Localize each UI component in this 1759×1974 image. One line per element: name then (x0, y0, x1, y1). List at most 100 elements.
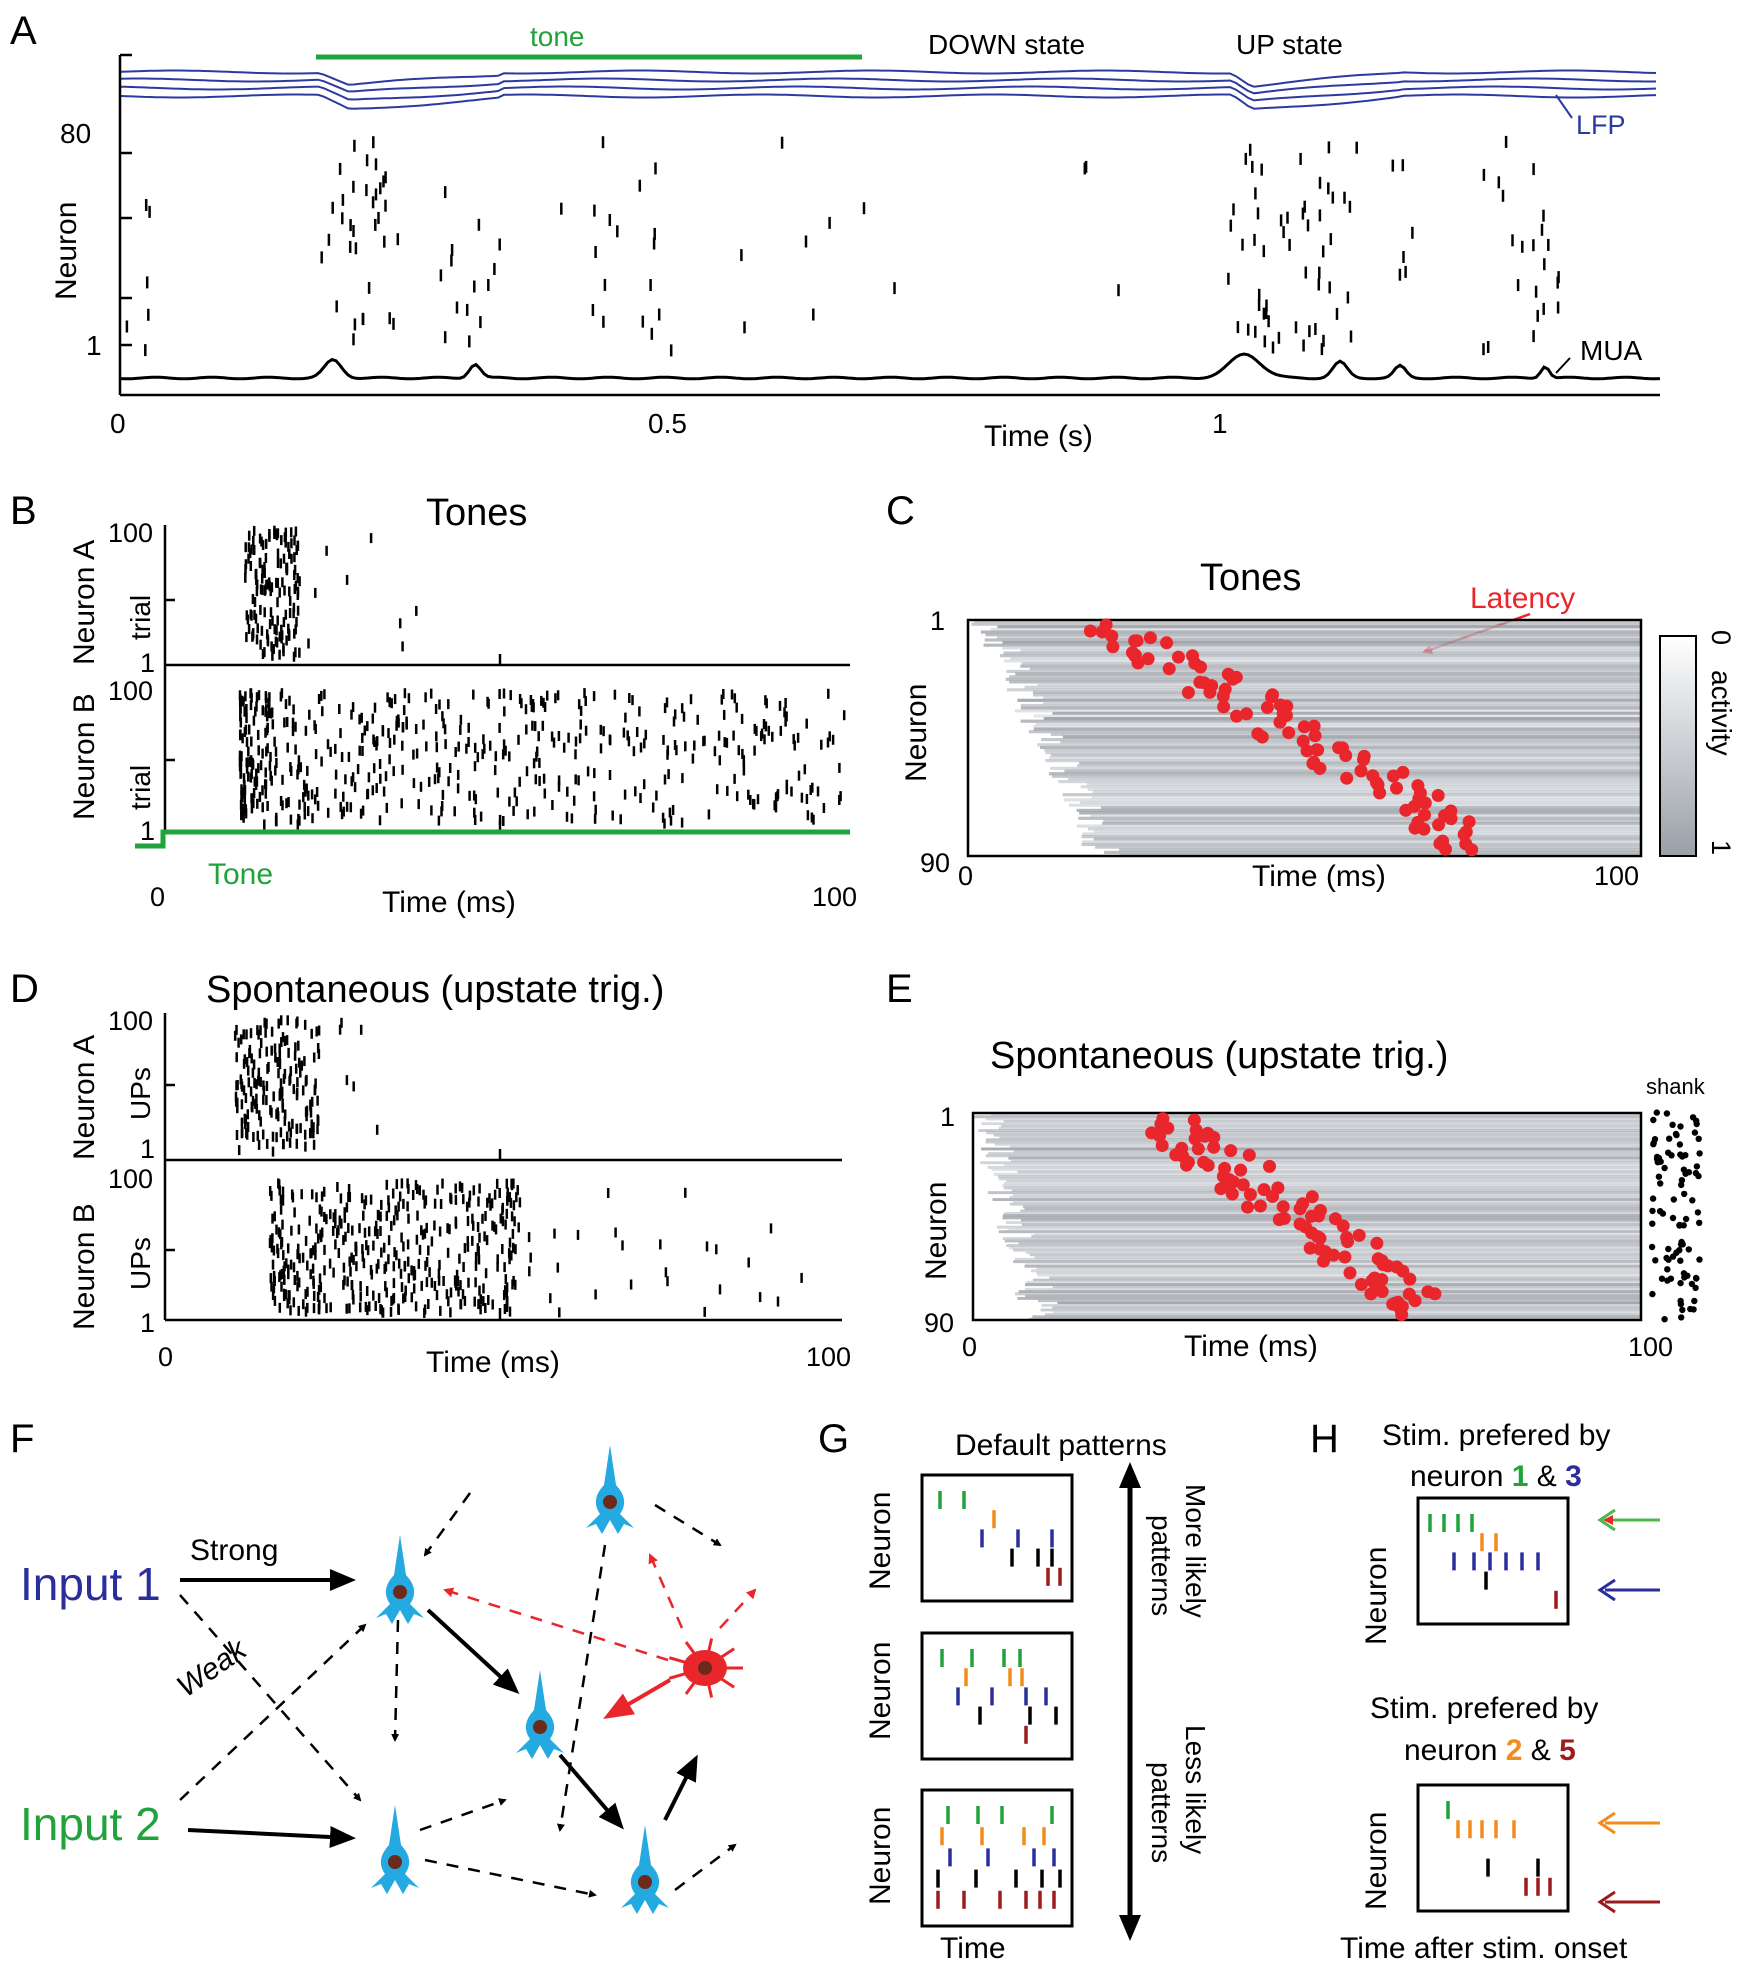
neuron-b-label: Neuron B (68, 1203, 101, 1330)
heatmap-row (1031, 1234, 1641, 1238)
heatmap-row (1010, 656, 1641, 660)
cell-body (371, 1805, 419, 1894)
heatmap-row (1076, 808, 1641, 812)
connection (424, 1858, 597, 1898)
cell-body (516, 1670, 564, 1759)
heatmap-row (1090, 814, 1641, 818)
heatmap-row (1025, 1283, 1641, 1287)
shank-dot (1669, 1214, 1677, 1222)
heatmap-row (1032, 1315, 1641, 1319)
y-bottom-label: 90 (924, 1308, 954, 1338)
panel-b-letter: B (10, 489, 37, 533)
latency-point (1207, 1130, 1221, 1144)
latency-point (1375, 1285, 1389, 1298)
tone-label: tone (530, 21, 585, 52)
latency-point (1300, 744, 1314, 758)
heatmap-row (1020, 706, 1641, 710)
panel-g-letter: G (818, 1417, 849, 1461)
shank-dot (1696, 1219, 1703, 1227)
heatmap-row (1091, 795, 1641, 799)
heatmap-row (1011, 1159, 1641, 1162)
heatmap-row (1037, 1274, 1641, 1277)
latency-point (1171, 650, 1185, 664)
heatmap-row (1018, 1290, 1641, 1293)
stim-1-line-2: neuron 1 & 3 (1410, 1460, 1582, 1493)
heatmap-row (1020, 703, 1641, 708)
latency-point (1340, 771, 1354, 785)
heatmap-row (1081, 842, 1641, 847)
inhibitory-connection (443, 1587, 669, 1662)
latency-point (1439, 842, 1452, 856)
heatmap-row (1041, 1303, 1641, 1307)
latency-point (1130, 634, 1144, 648)
heatmap-row (991, 1168, 1641, 1172)
x-start-label: 0 (958, 861, 973, 891)
strong-connection (558, 1753, 624, 1830)
trial-label: trial (125, 595, 156, 640)
heatmap-row (1025, 1262, 1641, 1266)
nucleus (603, 1495, 617, 1509)
lfp-traces (119, 69, 1657, 110)
heatmap-row (1033, 1278, 1641, 1282)
latency-point (1293, 1202, 1307, 1216)
heatmap-row (986, 1131, 1641, 1135)
heatmap-row (1043, 696, 1641, 700)
shank-dot (1657, 1180, 1664, 1187)
heatmap-row (1081, 835, 1641, 839)
latency-point (1260, 701, 1274, 714)
heatmap-row (1068, 777, 1641, 781)
shank-dot (1649, 1195, 1657, 1202)
latency-point (1431, 789, 1445, 802)
panel-d: D Spontaneous (upstate trig.) Neuron A U… (10, 967, 851, 1379)
latency-point (1339, 749, 1353, 762)
latency-point (1308, 729, 1322, 743)
latency-point (1338, 1250, 1352, 1264)
pattern-box (920, 1473, 1074, 1603)
heatmap-row (987, 1165, 1641, 1169)
heatmap-row (1002, 1184, 1641, 1188)
neuron-b-label: Neuron B (68, 693, 101, 820)
shank-dot (1670, 1196, 1678, 1203)
heatmap-row (985, 1117, 1641, 1121)
heatmap-row (1033, 724, 1641, 729)
heatmap-row (1005, 1179, 1641, 1183)
latency-point (1282, 726, 1296, 740)
strong-connection (426, 1608, 520, 1695)
shank-dot (1695, 1172, 1702, 1180)
colorbar (1659, 635, 1697, 857)
heatmap-row (985, 1140, 1641, 1144)
arrowhead (1597, 1811, 1616, 1835)
arrowhead (1597, 1578, 1616, 1602)
shank-dot (1696, 1256, 1703, 1263)
latency-point (1188, 1132, 1202, 1146)
shank-dot (1655, 1173, 1663, 1180)
stim-1-line-1: Stim. prefered by (1382, 1419, 1610, 1452)
heatmap-row (1002, 646, 1641, 650)
latency-point (1266, 1189, 1279, 1203)
tone-label: Tone (208, 858, 273, 891)
panel-c-x-label: Time (ms) (1252, 860, 1386, 893)
latency-point (1234, 1163, 1248, 1177)
y-top-label: 1 (930, 606, 945, 636)
latency-points-c (1083, 618, 1479, 857)
interneuron (668, 1638, 743, 1698)
up-state-label: UP state (1236, 29, 1343, 60)
shank-dots (1648, 1109, 1703, 1323)
latency-point (1317, 1254, 1330, 1268)
inhibitory-connection (648, 1553, 684, 1629)
latency-point (1462, 815, 1476, 829)
shank-dot (1656, 1208, 1664, 1215)
latency-point (1390, 781, 1403, 795)
heatmap-row (1029, 667, 1641, 671)
lfp-trace (119, 69, 1657, 88)
panel-g: G Default patterns Neuron Neuron Neuron … (818, 1417, 1211, 1965)
shank-label: shank (1646, 1074, 1706, 1099)
latency-label: Latency (1470, 582, 1575, 615)
y-bottom-label: 1 (86, 330, 102, 361)
cell-body (621, 1825, 669, 1914)
latency-point (1403, 1272, 1417, 1286)
x-end-label: 100 (1628, 1332, 1673, 1362)
heatmap-row (997, 1175, 1641, 1178)
panel-a-x-label: Time (s) (984, 420, 1093, 453)
heatmap-row (1007, 1228, 1641, 1231)
